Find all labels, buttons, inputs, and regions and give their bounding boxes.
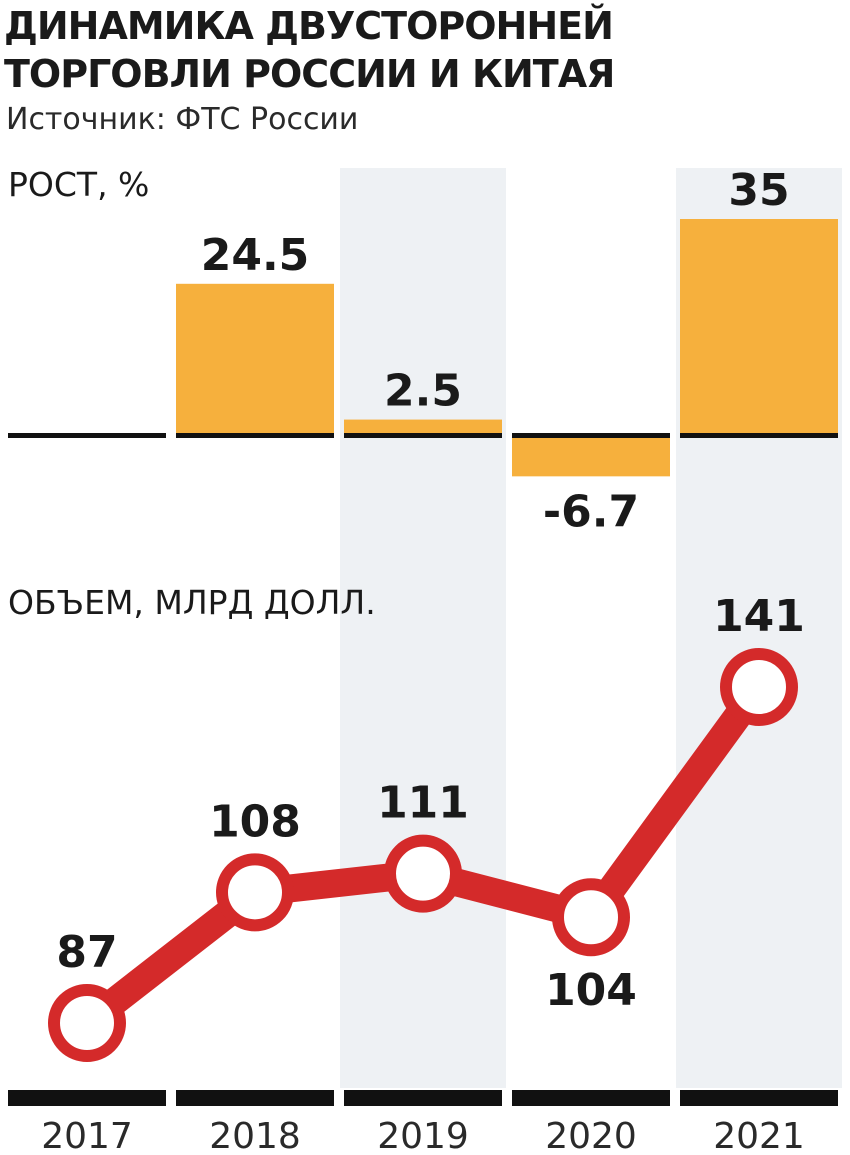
volume-value-2017: 87 [56, 927, 117, 978]
axis-bar-2019 [344, 1090, 502, 1106]
axis-bar-2017 [8, 1090, 166, 1106]
baseline-2020 [512, 433, 670, 438]
chart-title: ДИНАМИКА ДВУСТОРОННЕЙ ТОРГОВЛИ РОССИИ И … [4, 4, 615, 96]
growth-baselines [8, 433, 838, 438]
volume-point-2020 [552, 878, 630, 957]
growth-axis-label: РОСТ, % [8, 165, 149, 204]
growth-bar-2018 [176, 283, 334, 435]
volume-axis-label: ОБЪЕМ, МЛРД ДОЛЛ. [8, 583, 376, 622]
growth-bar-2021 [680, 219, 838, 435]
growth-bar-2020 [512, 435, 670, 477]
volume-point-2017 [48, 984, 126, 1062]
baseline-2018 [176, 433, 334, 438]
axis-bar-2020 [512, 1090, 670, 1106]
year-labels: 2017 2018 2019 2020 2021 [41, 1116, 805, 1155]
year-label-2017: 2017 [41, 1116, 133, 1155]
source-note: Источник: ФТС России [6, 102, 359, 137]
growth-value-2018: 24.5 [201, 230, 310, 281]
year-label-2020: 2020 [545, 1116, 637, 1155]
volume-value-2019: 111 [377, 778, 469, 829]
growth-value-2020: -6.7 [543, 486, 639, 537]
growth-value-labels: 24.5 2.5 -6.7 35 [201, 165, 790, 537]
volume-point-2019 [384, 834, 462, 913]
volume-points [48, 648, 798, 1062]
year-label-2019: 2019 [377, 1116, 469, 1155]
growth-bars [176, 219, 838, 477]
volume-value-labels: 87 108 111 104 141 [56, 591, 805, 1016]
growth-value-2019: 2.5 [384, 366, 462, 417]
volume-value-2020: 104 [545, 965, 637, 1016]
year-label-2018: 2018 [209, 1116, 301, 1155]
year-label-2021: 2021 [713, 1116, 805, 1155]
baseline-2017 [8, 433, 166, 438]
baseline-2019 [344, 433, 502, 438]
column-band-2019 [340, 168, 506, 1088]
year-axis-bars [8, 1090, 838, 1106]
volume-value-2021: 141 [713, 591, 805, 642]
baseline-2021 [680, 433, 838, 438]
volume-point-2018 [216, 853, 294, 932]
axis-bar-2018 [176, 1090, 334, 1106]
growth-bar-2019 [344, 419, 502, 435]
volume-value-2018: 108 [209, 796, 301, 847]
volume-point-2021 [720, 648, 798, 726]
growth-value-2021: 35 [728, 165, 789, 216]
axis-bar-2021 [680, 1090, 838, 1106]
